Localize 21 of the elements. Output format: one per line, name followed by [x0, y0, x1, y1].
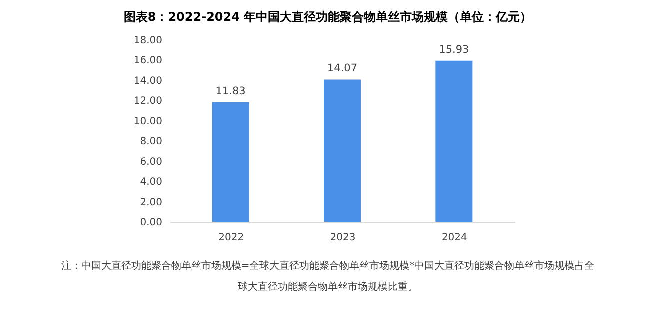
y-tick-label: 4.00 — [140, 177, 162, 188]
y-tick-label: 8.00 — [140, 136, 162, 148]
bar — [436, 60, 473, 222]
x-tick-label: 2022 — [218, 232, 244, 244]
bar — [324, 80, 361, 222]
x-tick-label: 2023 — [330, 232, 356, 244]
data-label: 11.83 — [216, 85, 246, 98]
y-tick-label: 12.00 — [134, 96, 162, 108]
y-tick-label: 0.00 — [140, 218, 162, 228]
y-tick-label: 2.00 — [140, 197, 162, 208]
data-label: 15.93 — [439, 44, 470, 56]
y-tick-label: 6.00 — [140, 156, 162, 168]
y-tick-label: 16.00 — [134, 56, 162, 67]
bar — [212, 102, 250, 222]
x-tick-label: 2024 — [442, 232, 468, 244]
chart-title: 图表8：2022-2024 年中国大直径功能聚合物单丝市场规模（单位：亿元） — [124, 10, 532, 24]
y-tick-label: 10.00 — [134, 116, 162, 128]
text: 注：中国大直径功能聚合物单丝市场规模=全球大直径功能聚合物单丝市场规模*中国大直径功能聚合物单丝市场规模占全球大直径功能聚合物单丝市场规模比重。 — [61, 260, 595, 293]
y-tick-label: 14.00 — [134, 76, 162, 87]
y-tick-label: 18.00 — [134, 36, 162, 46]
data-label: 14.07 — [327, 62, 358, 75]
